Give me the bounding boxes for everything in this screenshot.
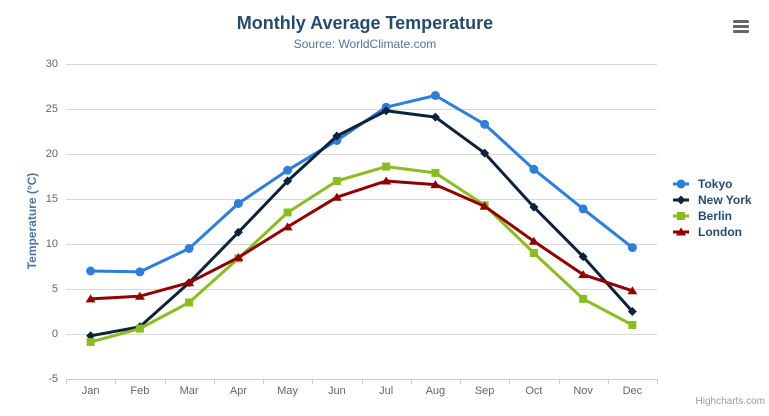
diamond-icon (673, 195, 689, 205)
y-tick-label: -5 (48, 373, 58, 385)
data-point-berlin[interactable] (86, 338, 95, 347)
x-tick-label: Dec (622, 385, 643, 397)
data-point-new-york[interactable] (86, 331, 96, 341)
series-line-new-york (89, 109, 634, 338)
data-point-london[interactable] (479, 201, 490, 210)
data-point-london[interactable] (85, 294, 96, 303)
data-point-london[interactable] (282, 222, 293, 231)
data-point-tokyo[interactable] (430, 91, 440, 100)
data-point-london[interactable] (430, 180, 441, 189)
data-point-new-york[interactable] (578, 252, 588, 262)
legend-label: Tokyo (698, 177, 733, 191)
legend: Tokyo New York Berlin London (673, 176, 752, 240)
x-tick-label: Mar (179, 385, 199, 397)
data-point-new-york[interactable] (283, 176, 293, 186)
highcharts-credit[interactable]: Highcharts.com (695, 396, 765, 407)
legend-label: Berlin (698, 209, 733, 223)
hamburger-icon[interactable] (733, 20, 749, 33)
series-line-berlin (89, 165, 634, 344)
data-point-london[interactable] (528, 236, 539, 245)
hamburger-bar (733, 20, 749, 23)
data-point-new-york[interactable] (381, 106, 391, 116)
chart-title: Monthly Average Temperature (236, 13, 494, 33)
data-point-new-york[interactable] (430, 112, 440, 122)
data-point-berlin[interactable] (283, 208, 292, 217)
y-axis-title: Temperature (°C) (25, 172, 39, 270)
data-point-london[interactable] (381, 176, 392, 185)
x-tick-label: Jul (379, 385, 394, 397)
triangle-icon (673, 227, 689, 236)
data-point-berlin[interactable] (628, 321, 637, 329)
data-point-new-york[interactable] (332, 131, 342, 141)
data-point-berlin[interactable] (332, 177, 341, 185)
x-tick-label: Aug (425, 385, 446, 397)
y-tick-label: 30 (45, 58, 58, 70)
y-tick-label: 25 (45, 103, 58, 115)
legend-item-berlin[interactable]: Berlin (673, 208, 752, 224)
square-icon (673, 212, 689, 220)
data-point-new-york[interactable] (480, 148, 490, 158)
data-point-london[interactable] (627, 286, 638, 295)
hamburger-bar (733, 30, 749, 33)
legend-item-new-york[interactable]: New York (673, 192, 752, 208)
data-point-tokyo[interactable] (135, 267, 145, 277)
data-point-berlin[interactable] (529, 249, 538, 257)
legend-label: New York (698, 193, 752, 207)
y-tick-label: 0 (51, 328, 58, 340)
x-tick-label: Jan (81, 385, 100, 397)
x-tick-label: Feb (130, 385, 150, 397)
x-tick-label: Jun (328, 385, 346, 397)
data-point-berlin[interactable] (135, 324, 144, 333)
data-point-london[interactable] (134, 291, 145, 300)
data-point-new-york[interactable] (233, 227, 243, 237)
data-point-london[interactable] (184, 278, 195, 287)
data-point-tokyo[interactable] (627, 243, 637, 253)
data-point-tokyo[interactable] (480, 119, 490, 129)
data-point-berlin[interactable] (185, 298, 194, 307)
data-point-berlin[interactable] (579, 294, 588, 303)
x-tick-label: Oct (525, 385, 543, 397)
series-line-london (89, 179, 634, 301)
y-tick-label: 5 (51, 283, 58, 295)
data-point-berlin[interactable] (431, 168, 440, 177)
x-tick-label: Sep (474, 385, 495, 397)
data-point-london[interactable] (233, 253, 244, 261)
hamburger-bar (733, 25, 749, 28)
data-point-tokyo[interactable] (86, 266, 96, 276)
data-point-tokyo[interactable] (578, 204, 588, 214)
y-tick-label: 10 (45, 238, 58, 250)
legend-item-london[interactable]: London (673, 224, 752, 240)
data-point-new-york[interactable] (529, 202, 539, 212)
y-tick-label: 20 (45, 148, 58, 160)
data-point-tokyo[interactable] (283, 165, 293, 175)
data-point-berlin[interactable] (382, 162, 391, 171)
data-point-london[interactable] (578, 270, 589, 279)
x-tick-label: May (277, 385, 299, 397)
data-point-london[interactable] (331, 192, 342, 201)
legend-item-tokyo[interactable]: Tokyo (673, 176, 752, 192)
data-point-tokyo[interactable] (529, 164, 539, 174)
x-tick-label: Apr (229, 385, 247, 397)
data-point-tokyo[interactable] (233, 199, 243, 208)
data-point-new-york[interactable] (627, 307, 637, 316)
legend-label: London (698, 225, 742, 239)
chart-subtitle: Source: WorldClimate.com (293, 37, 437, 51)
x-tick-label: Nov (573, 385, 593, 397)
circle-icon (673, 179, 689, 189)
data-point-tokyo[interactable] (184, 244, 194, 253)
y-tick-label: 15 (45, 193, 58, 205)
